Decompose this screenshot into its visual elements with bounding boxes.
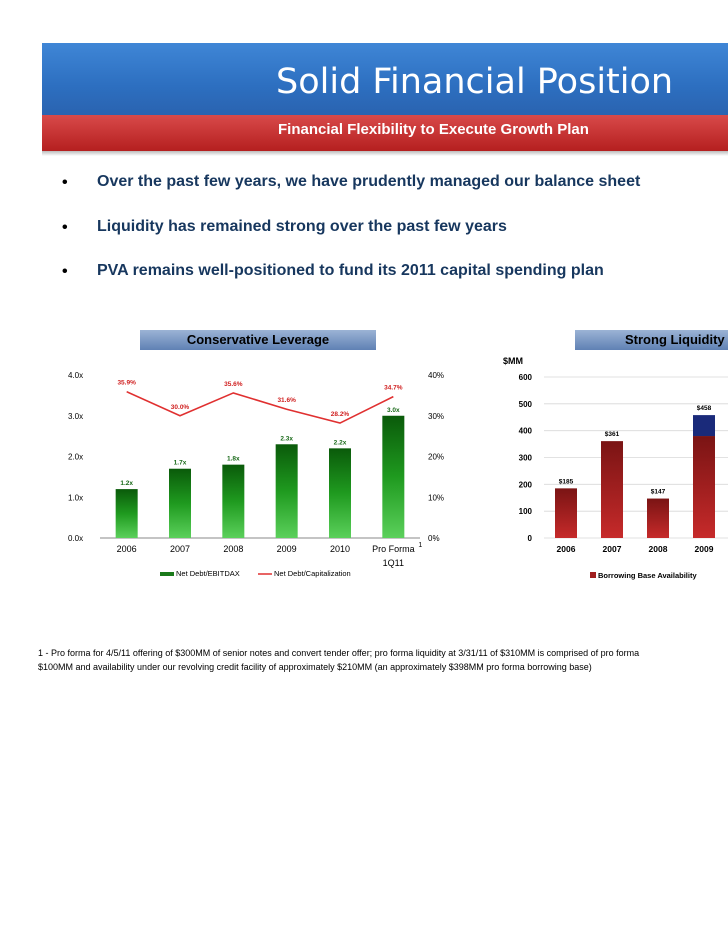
category-label: 2008: [223, 544, 243, 554]
y-tick-label: 600: [519, 373, 533, 382]
category-label: 2010: [330, 544, 350, 554]
footnote-line-2: $100MM and availability under our revolv…: [38, 662, 592, 672]
leverage-bar: [275, 444, 298, 538]
bullet-text-2: Liquidity has remained strong over the p…: [97, 218, 507, 235]
leverage-bar: [382, 415, 405, 538]
bullet-marker-1: •: [62, 174, 68, 191]
leverage-chart-title: Conservative Leverage: [140, 330, 376, 350]
category-sublabel: 1Q11: [383, 558, 404, 568]
leverage-chart: 0.0x 1.0x 2.0x 3.0x 4.0x 0% 10% 20% 30% 40% 1.2x 20…: [68, 371, 444, 578]
liquidity-bar-segment: [693, 415, 715, 437]
page-title: Solid Financial Position: [276, 62, 674, 102]
left-tick-label: 1.0x: [68, 493, 83, 502]
category-label: 2009: [277, 544, 297, 554]
category-label: 2008: [649, 544, 668, 554]
leverage-bar: [169, 468, 191, 538]
page-subtitle: Financial Flexibility to Execute Growth …: [278, 121, 589, 138]
y-tick-label: 300: [519, 454, 533, 463]
y-tick-label: 200: [519, 480, 533, 489]
line-data-label: 35.6%: [224, 381, 243, 388]
category-label: 2007: [603, 544, 622, 554]
y-tick-label: 400: [519, 427, 533, 436]
bar-data-label: $147: [651, 489, 666, 496]
line-data-label: 34.7%: [384, 385, 403, 392]
bar-data-label: 1.2x: [120, 480, 133, 487]
liquidity-bar: [693, 436, 715, 538]
bar-data-label: 3.0x: [387, 407, 400, 414]
leverage-bar: [222, 464, 245, 538]
category-footnote: 1: [418, 542, 422, 549]
legend-swatch-bar: [160, 572, 174, 576]
right-tick-label: 20%: [428, 453, 444, 462]
line-data-label: 35.9%: [117, 380, 136, 387]
liquidity-bar: [647, 498, 669, 538]
left-tick-label: 0.0x: [68, 534, 83, 543]
bar-data-label: $458: [697, 405, 712, 412]
category-label: 2009: [695, 544, 714, 554]
legend-label-line: Net Debt/Capitalization: [274, 569, 351, 578]
y-tick-label: 500: [519, 400, 533, 409]
right-tick-label: 30%: [428, 412, 444, 421]
line-data-label: 31.6%: [277, 397, 296, 404]
liquidity-bar: [555, 488, 577, 538]
category-label: 2007: [170, 544, 190, 554]
bullet-text-1: Over the past few years, we have prudent…: [97, 173, 641, 190]
leverage-bar: [115, 489, 138, 538]
bar-data-label: 1.7x: [174, 460, 187, 467]
liquidity-chart-title: Strong Liquidity: [575, 330, 728, 350]
category-label: 2006: [557, 544, 576, 554]
bar-data-label: 1.8x: [227, 456, 240, 463]
bullet-text-3: PVA remains well-positioned to fund its …: [97, 262, 604, 279]
left-tick-label: 3.0x: [68, 412, 83, 421]
legend-swatch: [590, 572, 596, 578]
subtitle-band: [42, 115, 728, 151]
liquidity-chart: $MM 0 100 200 300 400 500 600 $185 2006 $361 2007 $1…: [503, 356, 728, 580]
bar-data-label: $185: [559, 478, 574, 485]
line-data-label: 30.0%: [171, 404, 190, 411]
bar-data-label: $361: [605, 431, 620, 438]
leverage-bar: [329, 448, 351, 538]
footnote: 1 - Pro forma for 4/5/11 offering of $30…: [38, 646, 728, 674]
left-tick-label: 2.0x: [68, 453, 83, 462]
category-label: 2006: [117, 544, 137, 554]
capitalization-line: [126, 390, 394, 424]
liquidity-bar: [601, 441, 623, 538]
title-band: [42, 43, 728, 115]
liquidity-y-unit: $MM: [503, 356, 523, 366]
legend-label-bar: Net Debt/EBITDAX: [176, 569, 240, 578]
right-tick-label: 0%: [428, 534, 440, 543]
footnote-line-1: 1 - Pro forma for 4/5/11 offering of $30…: [38, 648, 640, 658]
y-tick-label: 100: [519, 507, 533, 516]
bullet-marker-3: •: [62, 263, 68, 280]
y-tick-label: 0: [528, 534, 533, 543]
bar-data-label: 2.2x: [334, 439, 347, 446]
line-data-label: 28.2%: [331, 411, 350, 418]
right-tick-label: 10%: [428, 493, 444, 502]
bullet-marker-2: •: [62, 219, 68, 236]
category-label: Pro Forma: [372, 544, 415, 554]
bar-data-label: 2.3x: [280, 435, 293, 442]
subtitle-band-shadow: [42, 151, 728, 156]
left-tick-label: 4.0x: [68, 371, 83, 380]
legend-label: Borrowing Base Availability: [598, 571, 697, 580]
right-tick-label: 40%: [428, 371, 444, 380]
